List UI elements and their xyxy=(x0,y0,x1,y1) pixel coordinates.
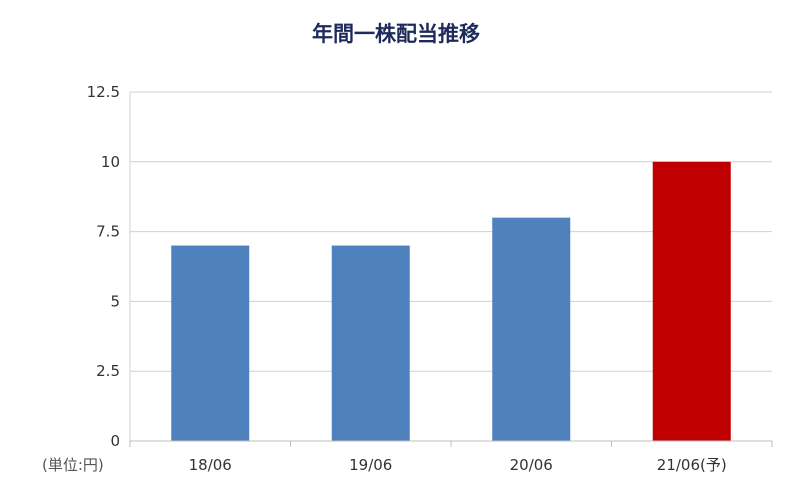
bar xyxy=(652,161,731,442)
x-tick-labels: 18/06 19/06 20/06 21/06(予) xyxy=(189,456,727,474)
x-axis xyxy=(129,440,773,447)
y-tick-label: 7.5 xyxy=(96,223,120,241)
y-tick-label: 2.5 xyxy=(96,362,120,380)
y-tick-label: 12.5 xyxy=(87,83,120,101)
bar xyxy=(171,245,250,441)
y-tick-label: 5 xyxy=(110,292,120,310)
unit-label: (単位:円) xyxy=(42,456,104,474)
bar xyxy=(492,217,571,441)
y-tick-label: 0 xyxy=(110,432,120,450)
bars xyxy=(171,161,731,442)
x-tick-label: 19/06 xyxy=(349,456,392,474)
bar xyxy=(331,245,410,441)
x-tick-label: 18/06 xyxy=(189,456,232,474)
y-tick-label: 10 xyxy=(101,153,120,171)
y-tick-labels: 0 2.5 5 7.5 10 12.5 xyxy=(87,83,120,450)
chart-title: 年間一株配当推移 xyxy=(312,22,480,46)
x-tick-label: 21/06(予) xyxy=(657,456,727,474)
x-tick-label: 20/06 xyxy=(510,456,553,474)
